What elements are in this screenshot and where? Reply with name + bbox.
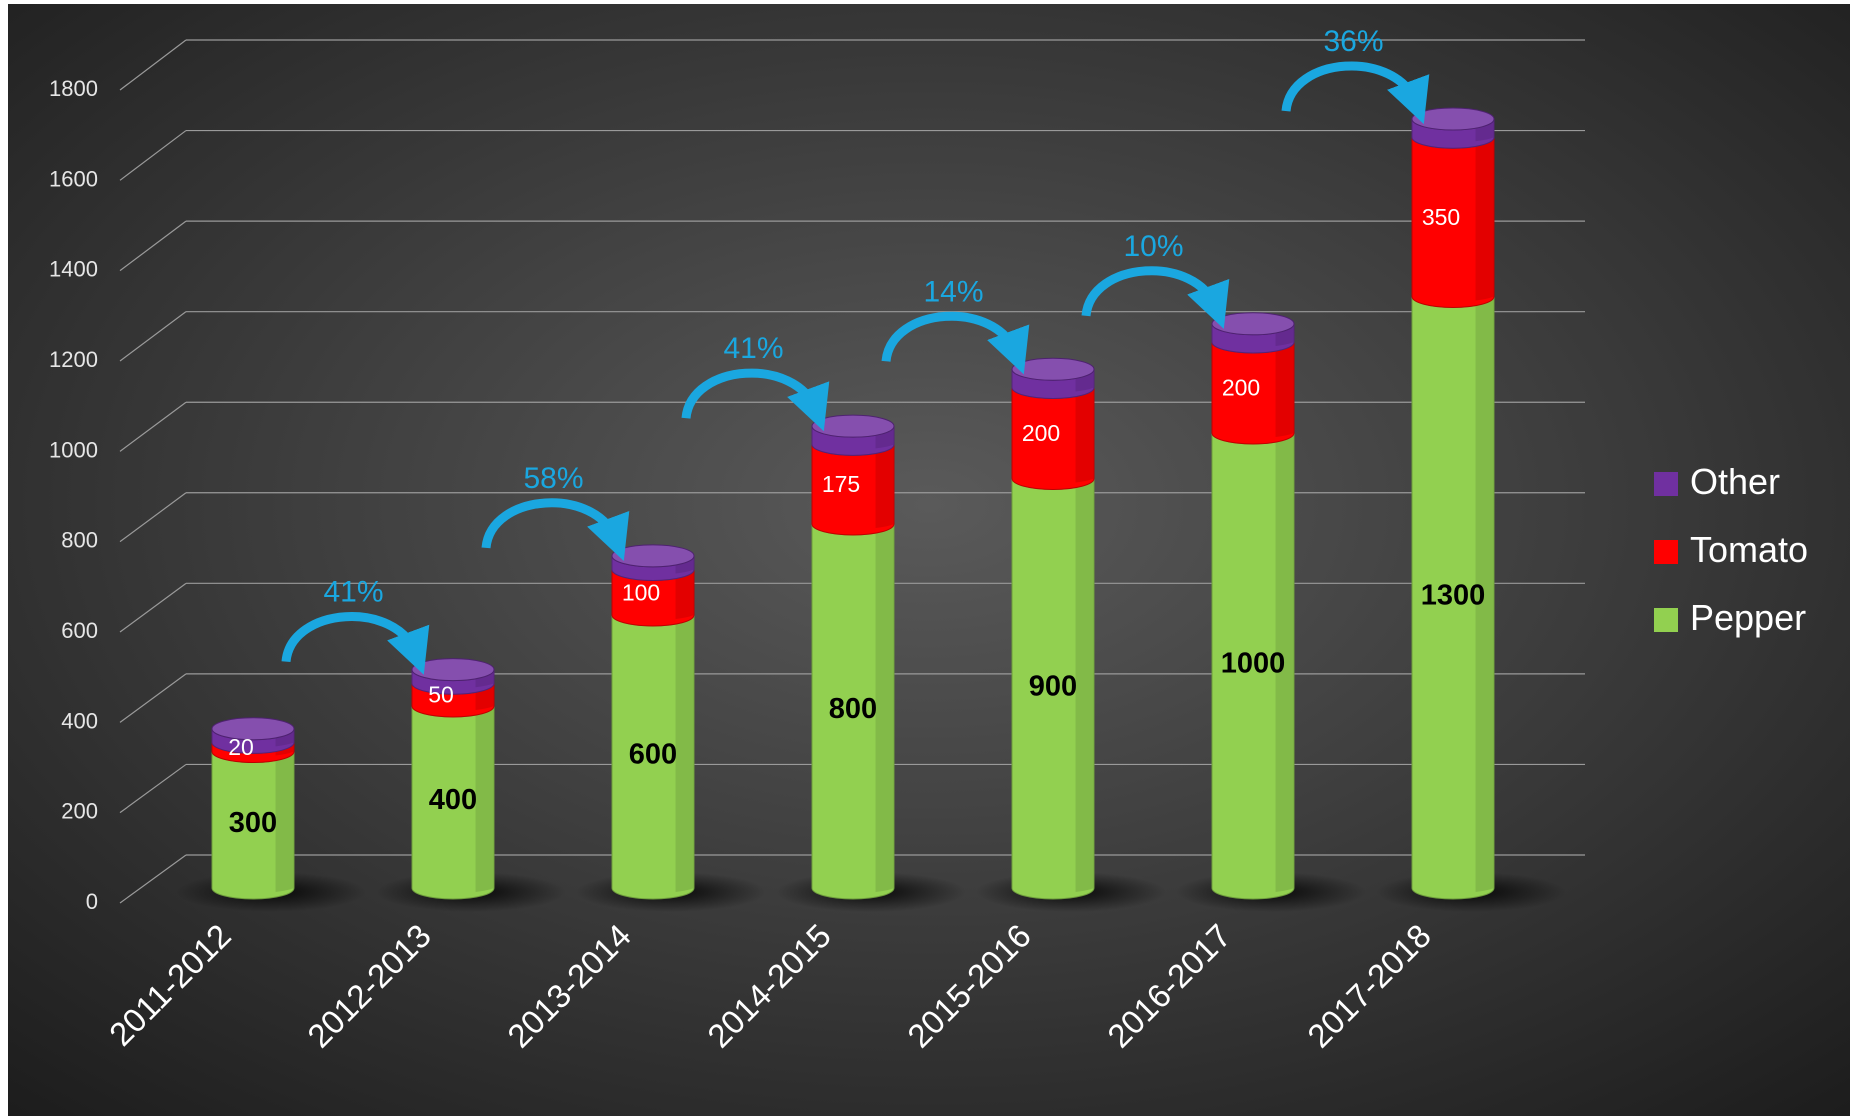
growth-label: 14% <box>923 275 983 308</box>
bar-top-cap <box>211 717 295 741</box>
data-label-pepper: 800 <box>829 693 877 725</box>
bar-segment-shade <box>1275 342 1294 437</box>
legend-label-other: Other <box>1690 461 1780 502</box>
growth-arrow <box>481 498 630 561</box>
growth-arrow <box>1281 61 1430 125</box>
bar-segment-shade <box>875 444 894 528</box>
y-tick-label: 1400 <box>49 257 98 282</box>
data-label-tomato: 175 <box>822 471 860 497</box>
bar-top-cap <box>1211 312 1295 336</box>
data-label-tomato: 20 <box>228 734 254 760</box>
gridline-diagonal <box>119 673 187 723</box>
data-label-pepper: 300 <box>229 807 277 839</box>
bar-top-cap <box>411 658 495 682</box>
y-tick-label: 0 <box>86 889 98 914</box>
bar-segment-shade <box>875 524 894 892</box>
bar-top-cap <box>811 414 895 438</box>
legend-swatch-tomato <box>1654 540 1678 564</box>
y-tick-label: 1000 <box>49 437 98 462</box>
data-label-tomato: 350 <box>1422 204 1460 230</box>
data-label-tomato: 100 <box>622 579 660 605</box>
bar-segment-shade <box>1275 433 1294 892</box>
data-label-tomato: 50 <box>428 682 454 708</box>
data-label-pepper: 1300 <box>1421 579 1486 611</box>
gridline-diagonal <box>119 854 187 904</box>
bar-segment-shade <box>475 706 494 892</box>
gridline-diagonal <box>119 401 187 452</box>
growth-arrow <box>681 368 830 432</box>
gridline-diagonal <box>119 582 187 633</box>
y-tick-label: 800 <box>61 528 98 553</box>
growth-label: 41% <box>723 332 783 365</box>
bar-segment-shade <box>275 751 294 892</box>
data-label-pepper: 900 <box>1029 670 1077 702</box>
y-tick-label: 1200 <box>49 347 98 372</box>
growth-arrow <box>881 311 1030 375</box>
y-tick-label: 1600 <box>49 166 98 191</box>
data-label-tomato: 200 <box>1222 375 1260 401</box>
gridline-diagonal <box>119 492 187 543</box>
legend-swatch-other <box>1654 472 1678 496</box>
gridline-diagonal <box>119 130 187 181</box>
data-label-pepper: 600 <box>629 739 677 771</box>
growth-arrow <box>281 612 430 675</box>
y-tick-label: 200 <box>61 799 98 824</box>
bar-segment-shade <box>1075 478 1094 892</box>
growth-label: 58% <box>523 462 583 495</box>
bar-segment-shade <box>675 569 694 619</box>
bar-top-cap <box>1411 107 1495 131</box>
bar-segment-shade <box>1475 296 1494 892</box>
growth-label: 10% <box>1123 230 1183 263</box>
bar-segment-shade <box>1475 137 1494 301</box>
data-label-pepper: 400 <box>429 784 477 816</box>
gridline-diagonal <box>119 39 187 91</box>
legend-label-pepper: Pepper <box>1690 597 1806 638</box>
gridline-diagonal <box>119 220 187 272</box>
bar-segment-shade <box>1075 387 1094 483</box>
y-tick-label: 600 <box>61 618 98 643</box>
growth-arrow <box>1081 266 1230 329</box>
bar-segment-shade <box>675 615 694 892</box>
gridline-diagonal <box>119 311 187 362</box>
bar-top-cap <box>611 544 695 568</box>
y-tick-label: 400 <box>61 708 98 733</box>
bar-top-cap <box>1011 357 1095 381</box>
gridline-diagonal <box>119 763 187 814</box>
legend-label-tomato: Tomato <box>1690 529 1808 570</box>
data-label-pepper: 1000 <box>1221 648 1286 680</box>
y-tick-label: 1800 <box>49 76 98 101</box>
chart-background <box>8 4 1850 1116</box>
legend-swatch-pepper <box>1654 608 1678 632</box>
data-label-tomato: 200 <box>1022 420 1060 446</box>
growth-label: 36% <box>1323 25 1383 58</box>
growth-label: 41% <box>323 576 383 609</box>
